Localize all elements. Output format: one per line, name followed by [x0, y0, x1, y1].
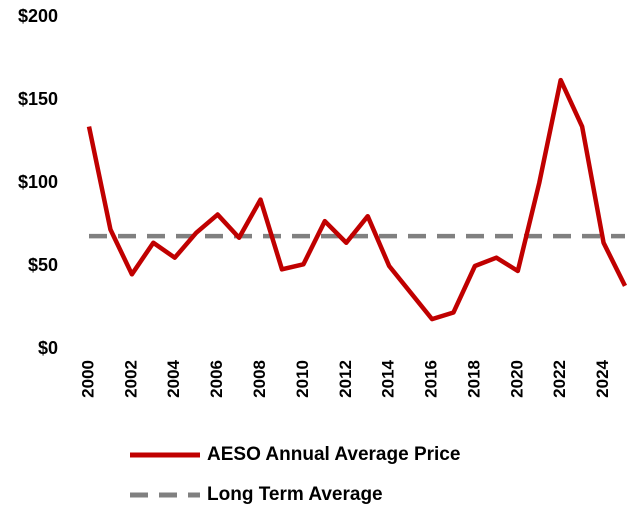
y-tick-label: $150: [18, 89, 58, 109]
x-tick-label: 2024: [593, 359, 612, 397]
x-tick-label: 2018: [464, 360, 483, 398]
x-tick-label: 2020: [507, 360, 526, 398]
legend-label: Long Term Average: [207, 484, 383, 505]
x-tick-label: 2006: [207, 360, 226, 398]
x-tick-label: 2014: [379, 359, 398, 397]
legend-label: AESO Annual Average Price: [207, 444, 460, 465]
x-tick-label: 2022: [550, 360, 569, 398]
x-tick-label: 2012: [336, 360, 355, 398]
x-tick-label: 2016: [422, 360, 441, 398]
x-tick-label: 2008: [250, 360, 269, 398]
x-tick-label: 2004: [164, 359, 183, 397]
y-tick-label: $50: [28, 255, 58, 275]
y-tick-label: $100: [18, 172, 58, 192]
y-tick-label: $200: [18, 6, 58, 26]
x-tick-label: 2000: [78, 360, 97, 398]
x-tick-label: 2010: [293, 360, 312, 398]
x-tick-label: 2002: [121, 360, 140, 398]
y-tick-label: $0: [38, 338, 58, 358]
line-series: [86, 77, 628, 322]
